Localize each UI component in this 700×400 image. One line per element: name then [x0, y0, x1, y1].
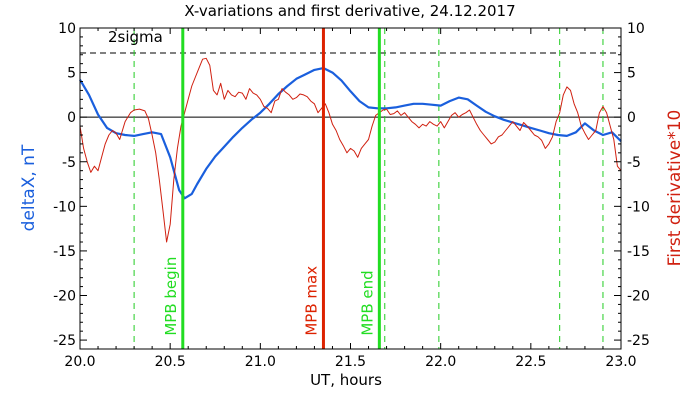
- x-tick-label-5: 22.5: [515, 354, 546, 370]
- reference-lines: [80, 28, 621, 349]
- y-tick-label-right-0: 10: [627, 21, 645, 37]
- y-tick-label-left-7: -25: [53, 333, 76, 349]
- x-tick-label-2: 21.0: [245, 354, 276, 370]
- y-tick-label-left-0: 10: [58, 21, 76, 37]
- marker-label-2: MPB end: [358, 270, 376, 335]
- y-tick-label-left-6: -20: [53, 289, 76, 305]
- event-markers: MPB begin MPB max MPB end: [162, 28, 381, 349]
- marker-label-0: MPB begin: [162, 257, 180, 336]
- marker-label-1: MPB max: [302, 266, 320, 336]
- y-tick-label-left-1: 5: [67, 66, 76, 82]
- y-axis-label-left: deltaX, nT: [19, 144, 39, 231]
- chart-title: X-variations and first derivative, 24.12…: [184, 2, 515, 20]
- x-tick-label-4: 22.0: [425, 354, 456, 370]
- y-tick-label-left-4: -10: [53, 199, 76, 215]
- y-tick-label-left-2: 0: [67, 110, 76, 126]
- y-tick-label-right-4: -10: [627, 199, 650, 215]
- y-tick-label-right-6: -20: [627, 289, 650, 305]
- series-deltaX: [79, 66, 622, 200]
- plot-series: [79, 57, 622, 243]
- threshold-label: 2sigma: [108, 28, 163, 46]
- axes: 20.0 20.5 21.0 21.5 22.0 22.5 23.0 10 10 5 5 0 0 -5 -5…: [53, 21, 650, 370]
- y-tick-label-left-3: -5: [62, 155, 76, 171]
- x-tick-label-0: 20.0: [64, 354, 95, 370]
- x-tick-label-3: 21.5: [335, 354, 366, 370]
- series-derivative: [79, 57, 622, 243]
- x-tick-label-1: 20.5: [155, 354, 186, 370]
- x-tick-label-6: 23.0: [605, 354, 636, 370]
- y-tick-label-right-1: 5: [627, 66, 636, 82]
- y-tick-label-left-5: -15: [53, 244, 76, 260]
- y-tick-label-right-5: -15: [627, 244, 650, 260]
- y-tick-label-right-2: 0: [627, 110, 636, 126]
- y-tick-label-right-3: -5: [627, 155, 641, 171]
- y-axis-label-right: First derivative*10: [665, 110, 685, 267]
- x-axis-label: UT, hours: [310, 371, 382, 389]
- y-tick-label-right-7: -25: [627, 333, 650, 349]
